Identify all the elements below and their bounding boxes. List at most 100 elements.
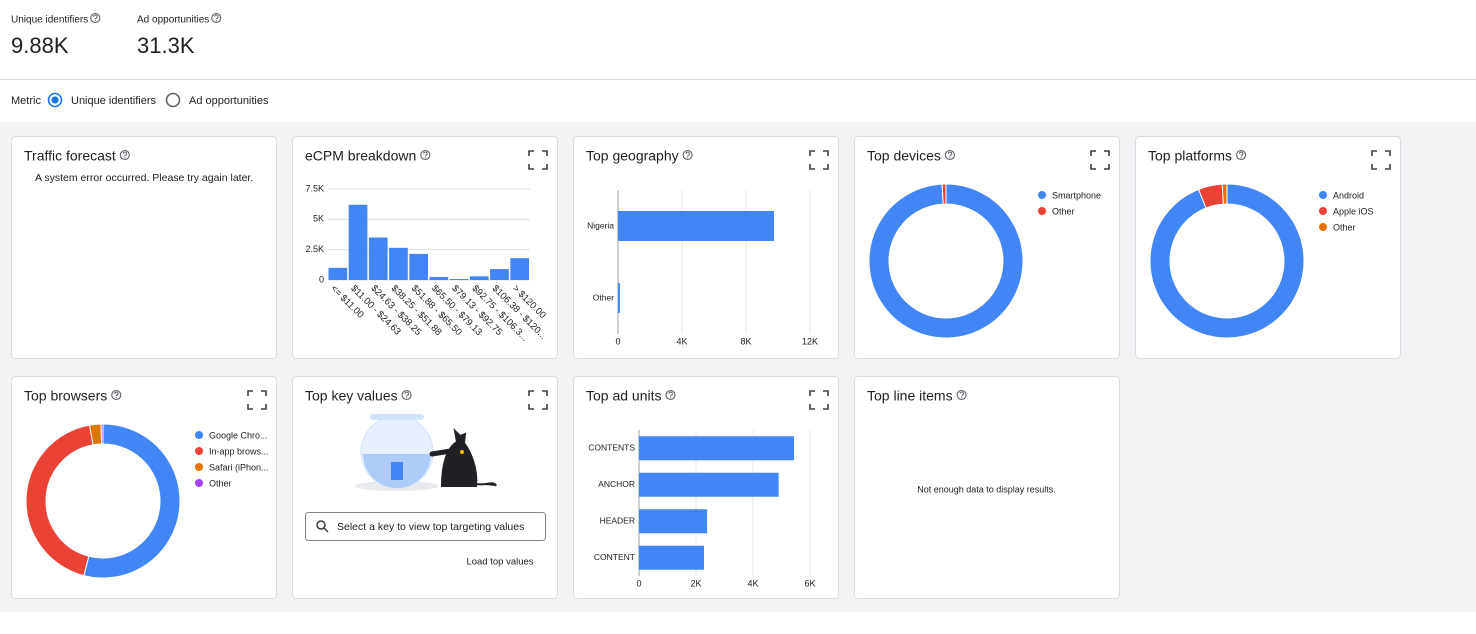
card-title: eCPM breakdown [305, 148, 416, 164]
help-icon[interactable] [665, 389, 676, 401]
x-tick-label: 0 [615, 336, 620, 346]
x-tick-label: 4K [676, 336, 687, 346]
card-title: Top geography [586, 148, 679, 164]
card: Top geography 0 4K 8K 12K Nigeria Other [573, 136, 839, 359]
card-background [11, 136, 277, 359]
summary-value: 31.3K [137, 33, 195, 58]
legend-swatch [195, 463, 203, 471]
x-tick-label: 12K [802, 336, 818, 346]
legend-label: Other [1333, 222, 1356, 232]
pie-slice [868, 183, 1024, 339]
legend-swatch [1319, 191, 1327, 199]
card: Top ad units 0 2K 4K 6K CONTENTS ANCHOR HEADER C… [573, 376, 839, 599]
bar [449, 279, 469, 280]
y-tick-label: CONTENT [594, 552, 635, 562]
legend-swatch [1038, 191, 1046, 199]
pie-slice [1221, 183, 1228, 205]
card-title: Top key values [305, 388, 398, 404]
bar [409, 253, 428, 280]
pie-slice [941, 183, 947, 205]
search-input[interactable]: Select a key to view top targeting value… [305, 512, 546, 541]
legend-label: Smartphone [1052, 190, 1101, 200]
bar [348, 204, 368, 280]
help-icon[interactable] [211, 12, 222, 24]
metric-label: Metric [11, 95, 41, 107]
expand-icon[interactable] [1090, 150, 1110, 170]
legend-label: Other [1052, 206, 1075, 216]
bar [618, 283, 620, 313]
card-content: Google Chro... In-app brows... Safari (iPh… [25, 423, 269, 579]
bar [368, 237, 388, 280]
legend-swatch [1319, 207, 1327, 215]
card: Top devices Smartphone Other [854, 136, 1120, 359]
card-content: 0 4K 8K 12K Nigeria Other [587, 190, 818, 346]
metric-radio[interactable]: Unique identifiers [47, 92, 157, 108]
bar [328, 267, 348, 280]
help-icon[interactable] [90, 12, 101, 24]
card: Top platforms Android Apple iOS Other [1135, 136, 1401, 359]
legend-swatch [1038, 207, 1046, 215]
y-tick-label: ANCHOR [598, 479, 635, 489]
metric-option: Unique identifiers [71, 95, 156, 107]
y-tick-label: HEADER [600, 516, 635, 526]
y-tick-label: CONTENTS [588, 443, 635, 453]
bar [490, 269, 509, 280]
x-tick-label: 6K [804, 578, 815, 588]
help-icon[interactable] [119, 149, 130, 161]
metric-option: Ad opportunities [189, 95, 269, 107]
bar [510, 258, 529, 280]
expand-icon[interactable] [809, 390, 829, 410]
card-title: Top platforms [1148, 148, 1232, 164]
bar [639, 472, 779, 497]
card-content: Android Apple iOS Other [1149, 183, 1374, 339]
bar [429, 276, 449, 280]
y-tick-label: 2.5K [305, 244, 324, 254]
y-tick-label: 5K [313, 214, 324, 224]
expand-icon[interactable] [528, 150, 548, 170]
help-icon[interactable] [682, 149, 693, 161]
expand-icon[interactable] [809, 150, 829, 170]
legend-label: Other [209, 478, 232, 488]
metric-radio[interactable]: Ad opportunities [165, 92, 269, 108]
card-title: Top browsers [24, 388, 107, 404]
legend-swatch [195, 479, 203, 487]
help-icon[interactable] [401, 389, 412, 401]
summary-value: 9.88K [11, 33, 69, 58]
legend-label: Google Chro... [209, 430, 268, 440]
expand-icon[interactable] [247, 390, 267, 410]
expand-icon[interactable] [528, 390, 548, 410]
expand-icon[interactable] [1371, 150, 1391, 170]
pie-slice [1149, 183, 1305, 339]
card: Traffic forecast A system error occurred.… [11, 136, 277, 359]
help-icon[interactable] [111, 389, 122, 401]
legend-label: Apple iOS [1333, 206, 1374, 216]
card-title: Top ad units [586, 388, 662, 404]
bar [639, 436, 795, 461]
bar [469, 276, 489, 280]
legend-swatch [195, 447, 203, 455]
x-tick-label: 2K [690, 578, 701, 588]
legend-label: In-app brows... [209, 446, 269, 456]
card-message: A system error occurred. Please try agai… [35, 172, 253, 184]
card: Top line items Not enough data to display… [854, 376, 1120, 599]
y-tick-label: Other [593, 292, 614, 302]
card-content: Smartphone Other [868, 183, 1101, 339]
help-icon[interactable] [956, 389, 967, 401]
x-tick-label: 0 [636, 578, 641, 588]
bar [639, 545, 704, 570]
card-message: Not enough data to display results. [917, 484, 1056, 494]
illustration [355, 414, 497, 491]
help-icon[interactable] [420, 149, 431, 161]
load-button[interactable]: Load top values [466, 557, 533, 568]
help-icon[interactable] [1235, 149, 1247, 161]
y-tick-label: 0 [319, 274, 324, 284]
help-icon[interactable] [944, 149, 955, 161]
card-title: Top devices [867, 148, 941, 164]
card-title: Traffic forecast [24, 148, 116, 164]
legend-swatch [195, 431, 203, 439]
card-content: 0 2K 4K 6K CONTENTS ANCHOR HEADER CONTENT [588, 430, 816, 588]
